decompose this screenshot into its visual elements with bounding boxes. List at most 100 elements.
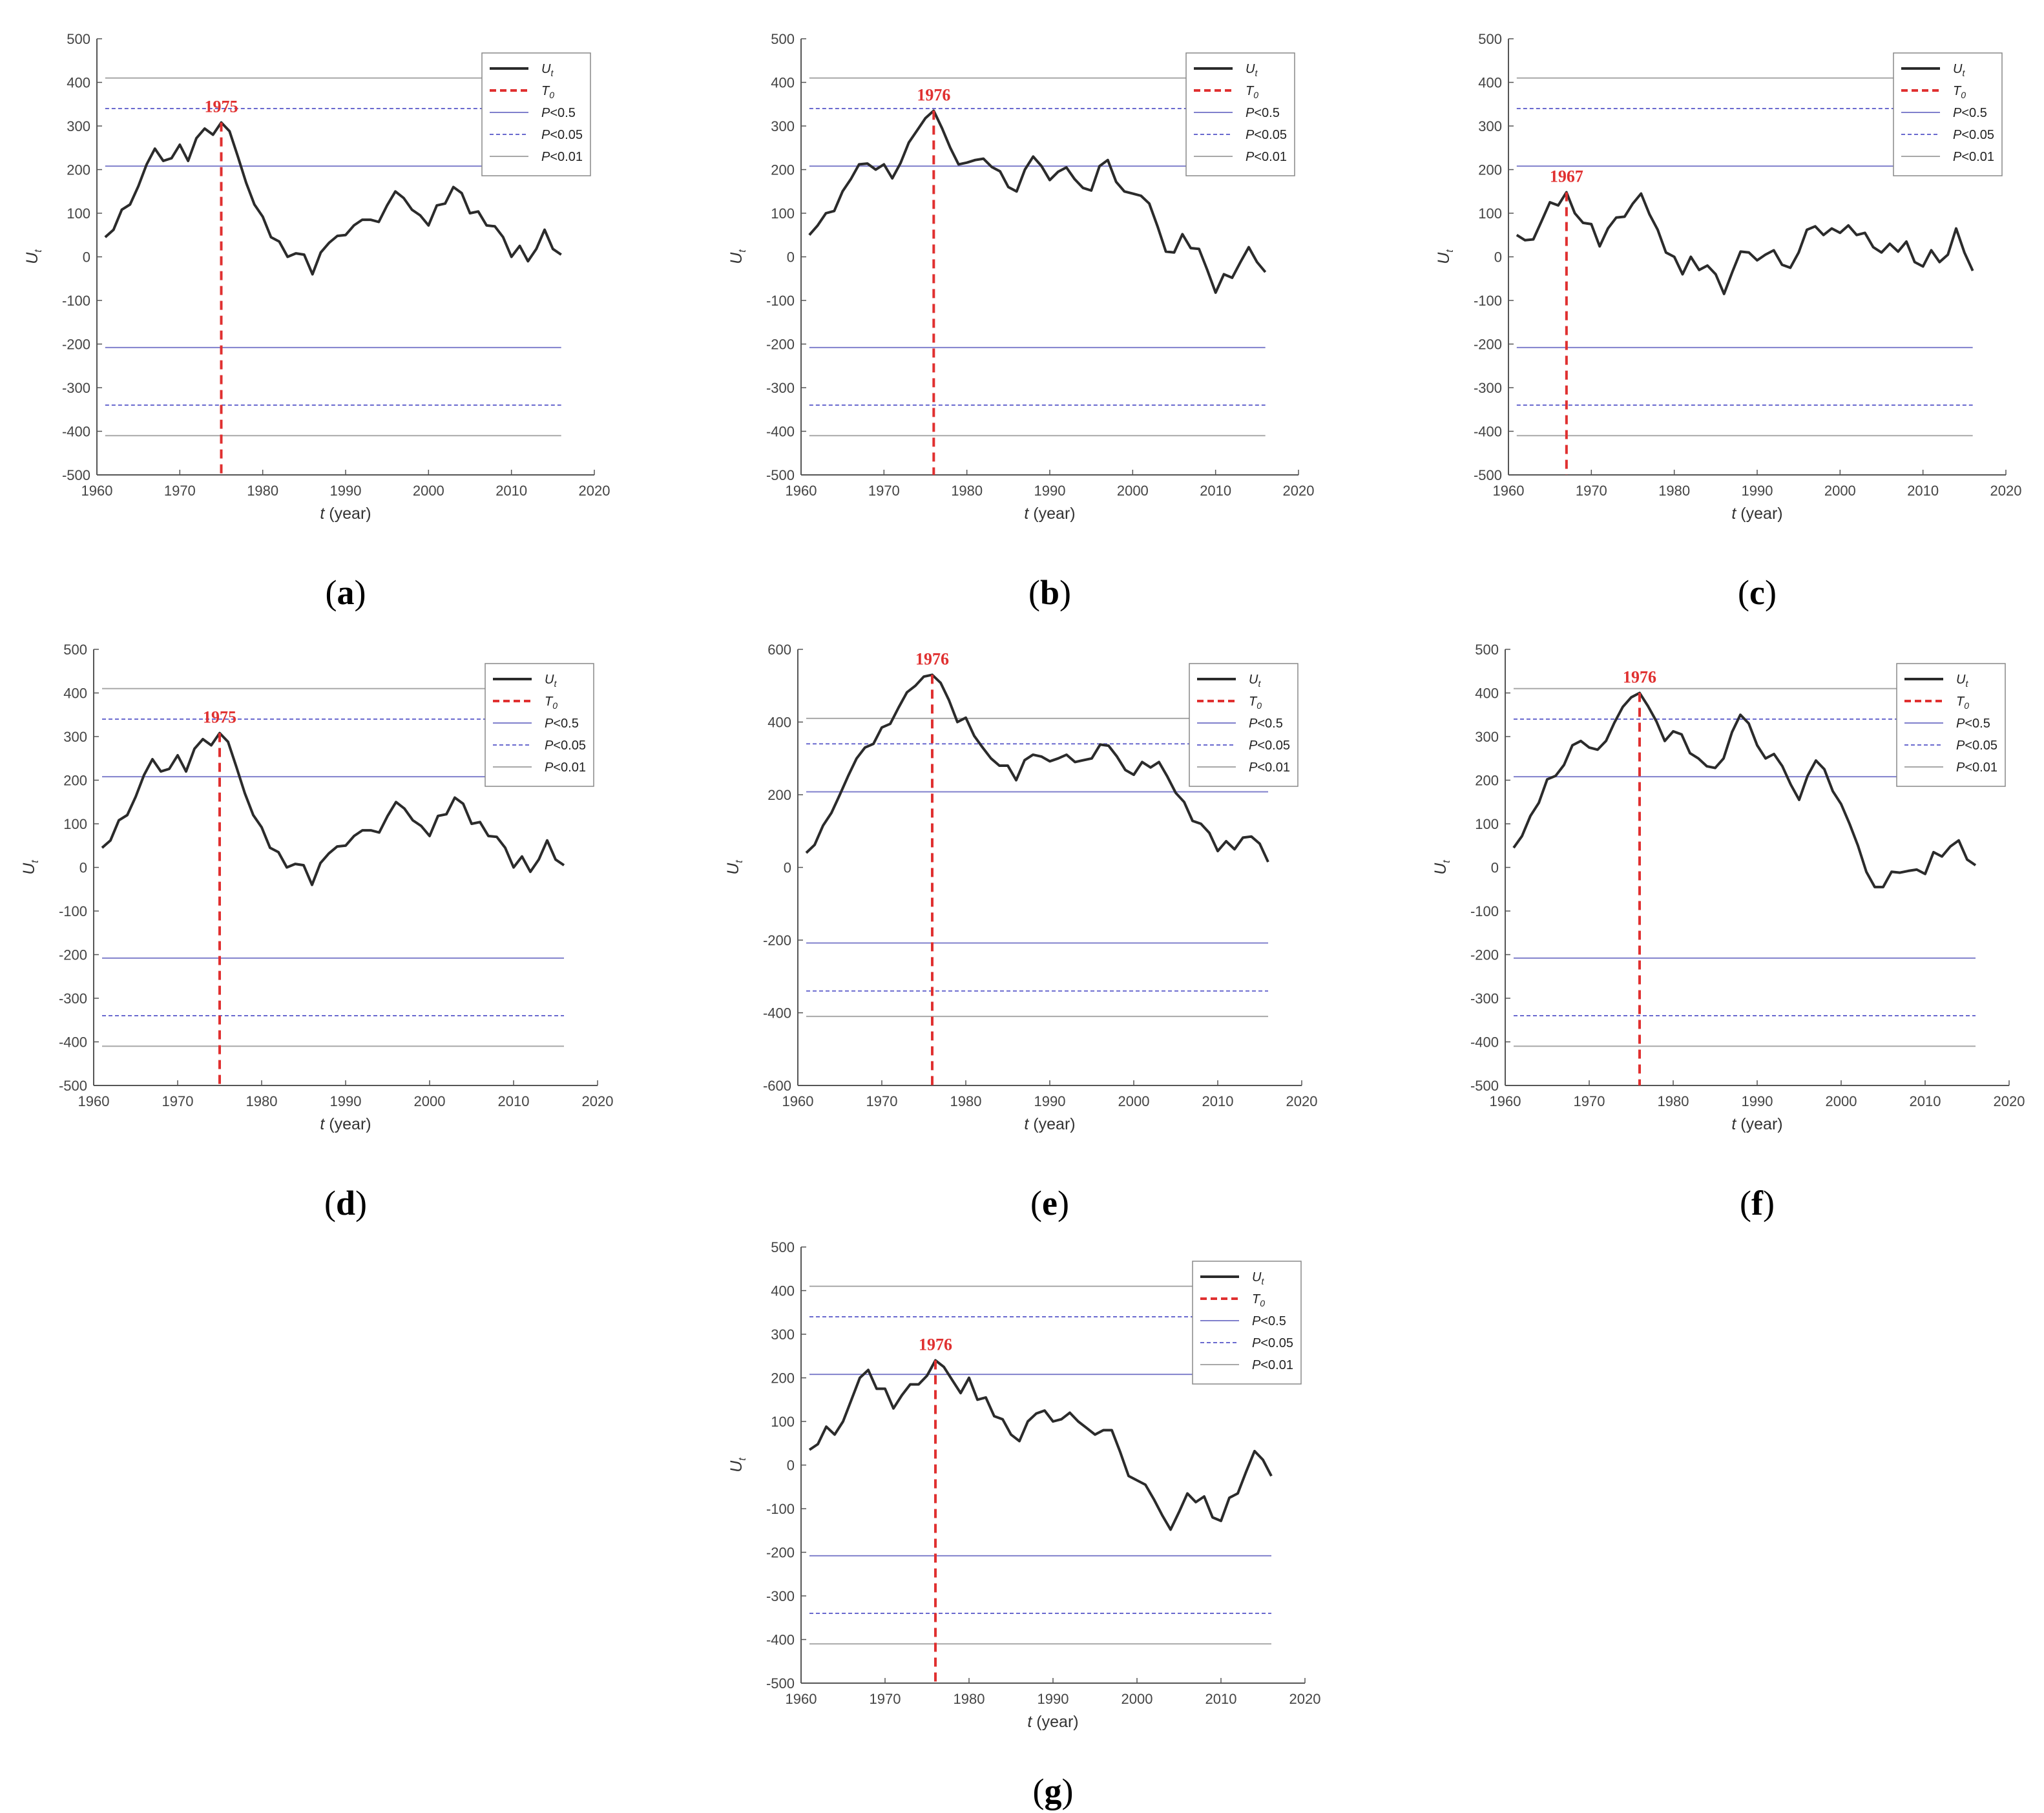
- x-tick-label: 1970: [1576, 483, 1607, 499]
- y-tick-label: -200: [766, 337, 795, 353]
- legend-p005-label: P<0.05: [1252, 1336, 1293, 1350]
- legend-p001-label: P<0.01: [1246, 150, 1287, 164]
- y-axis-label-var: U: [727, 1460, 746, 1472]
- y-axis-label-sub: t: [30, 860, 41, 863]
- panel-caption: (a): [326, 573, 366, 612]
- x-tick-label: 1960: [81, 483, 113, 499]
- y-tick-label: -300: [62, 380, 90, 396]
- x-tick-label: 2020: [1286, 1093, 1318, 1109]
- y-tick-label: -400: [1474, 424, 1502, 440]
- y-tick-label: 200: [771, 1370, 795, 1387]
- x-axis-label: t (year): [1027, 1713, 1078, 1731]
- y-tick-label: -200: [766, 1545, 795, 1561]
- y-tick-label: 0: [1494, 249, 1502, 266]
- change-year-label: 1976: [919, 1336, 952, 1354]
- legend-p005-label: P<0.05: [1249, 739, 1290, 753]
- legend-t0-label: T0: [545, 695, 558, 711]
- legend-p05-label: P<0.5: [1246, 106, 1280, 120]
- y-tick-label: 200: [771, 162, 795, 178]
- x-axis-label: t (year): [1731, 1115, 1782, 1133]
- x-tick-label: 1990: [1038, 1691, 1069, 1707]
- x-axis-label-unit: (year): [1032, 1713, 1078, 1731]
- x-tick-label: 1970: [866, 1093, 898, 1109]
- x-tick-label: 2000: [1121, 1691, 1153, 1707]
- legend-p001-label: P<0.01: [541, 150, 583, 164]
- y-tick-label: -100: [59, 903, 87, 919]
- legend-p05-label: P<0.5: [1953, 106, 1987, 120]
- ut-series-line: [808, 1359, 1273, 1531]
- legend-p001-label: P<0.01: [1249, 760, 1290, 775]
- legend-box: [485, 663, 594, 787]
- y-axis-label: Ut: [727, 1458, 748, 1472]
- panel-caption: (g): [1033, 1772, 1074, 1810]
- legend-p05-label: P<0.5: [545, 717, 579, 731]
- legend-box: [1893, 52, 2003, 176]
- x-axis-label-unit: (year): [324, 1115, 371, 1133]
- y-tick-label: 0: [787, 1458, 795, 1474]
- y-tick-label: 300: [1478, 118, 1502, 134]
- x-axis-label-var: t: [1731, 505, 1736, 523]
- x-tick-label: 1960: [782, 1093, 814, 1109]
- y-tick-label: 500: [67, 31, 90, 47]
- y-tick-label: 500: [63, 642, 87, 658]
- y-tick-label: -300: [766, 1588, 795, 1604]
- y-tick-label: 100: [67, 205, 90, 222]
- x-tick-label: 2010: [1910, 1093, 1941, 1109]
- legend-box: [1192, 1261, 1302, 1385]
- y-tick-label: 300: [63, 729, 87, 745]
- x-tick-label: 2000: [1824, 483, 1856, 499]
- chart-panel-c: -500 -400 -300 -200 -100 0 100 200 300 400 500 1960…: [1435, 31, 2021, 612]
- x-axis-label: t (year): [1024, 505, 1075, 523]
- x-axis-label-var: t: [1024, 1115, 1029, 1133]
- y-tick-label: 300: [771, 1326, 795, 1343]
- y-tick-label: -300: [766, 380, 795, 396]
- x-axis-label-unit: (year): [1736, 505, 1782, 523]
- x-tick-label: 1960: [1493, 483, 1525, 499]
- legend-p005-label: P<0.05: [1246, 128, 1287, 142]
- y-axis-label: Ut: [20, 860, 41, 875]
- change-year-label: 1975: [203, 708, 236, 727]
- x-axis-label-unit: (year): [1028, 1115, 1075, 1133]
- y-axis-label: Ut: [1435, 249, 1455, 264]
- x-tick-label: 1990: [1742, 483, 1773, 499]
- legend-t0-label: T0: [1252, 1292, 1265, 1308]
- x-tick-label: 2020: [1289, 1691, 1321, 1707]
- y-axis-label: Ut: [1432, 860, 1452, 875]
- y-tick-label: 300: [67, 118, 90, 134]
- y-axis-label-var: U: [20, 863, 38, 875]
- x-tick-label: 1980: [951, 483, 983, 499]
- x-axis-label: t (year): [320, 505, 371, 523]
- chart-panel-d: -500 -400 -300 -200 -100 0 100 200 300 400 500 1960…: [20, 642, 613, 1222]
- y-axis-label-sub: t: [734, 860, 745, 863]
- y-tick-label: 0: [784, 860, 791, 876]
- x-tick-label: 2020: [1990, 483, 2022, 499]
- legend: Ut T0 P<0.5 P<0.05 P<0.01: [1185, 52, 1295, 176]
- legend-t0-label: T0: [1246, 84, 1258, 100]
- y-tick-label: -300: [1470, 990, 1499, 1007]
- y-tick-label: 400: [771, 75, 795, 91]
- y-tick-label: 200: [67, 162, 90, 178]
- y-axis-label-var: U: [724, 863, 742, 875]
- y-tick-label: 100: [1478, 205, 1502, 222]
- x-tick-label: 2000: [413, 483, 444, 499]
- legend: Ut T0 P<0.5 P<0.05 P<0.01: [1893, 52, 2003, 176]
- y-tick-label: -500: [766, 1675, 795, 1692]
- x-tick-label: 1980: [1658, 483, 1690, 499]
- legend-t0-label: T0: [1956, 695, 1969, 711]
- y-tick-label: 400: [67, 75, 90, 91]
- x-tick-label: 1990: [330, 483, 362, 499]
- x-tick-label: 2000: [1118, 1093, 1150, 1109]
- y-tick-label: 500: [1475, 642, 1499, 658]
- y-tick-label: 100: [771, 1414, 795, 1430]
- x-tick-label: 1980: [247, 483, 278, 499]
- x-tick-label: 2000: [1117, 483, 1149, 499]
- y-axis-label-sub: t: [1444, 249, 1455, 253]
- y-tick-label: 400: [1475, 686, 1499, 702]
- change-year-label: 1976: [917, 85, 950, 104]
- y-tick-label: -400: [766, 424, 795, 440]
- x-tick-label: 1970: [870, 1691, 901, 1707]
- chart-panel-g: -500 -400 -300 -200 -100 0 100 200 300 400 500 1960…: [727, 1239, 1320, 1810]
- y-axis-label-sub: t: [33, 249, 44, 253]
- legend-p05-label: P<0.5: [1249, 717, 1283, 731]
- x-axis-label-unit: (year): [324, 505, 371, 523]
